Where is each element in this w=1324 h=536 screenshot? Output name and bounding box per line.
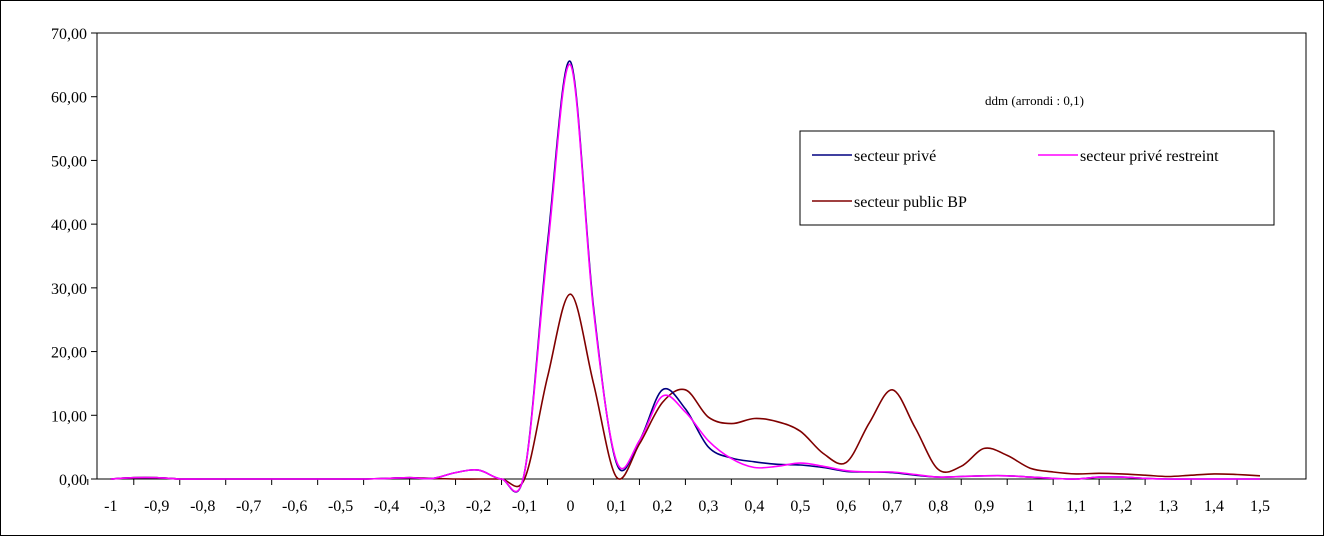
series-line-1	[110, 63, 1260, 493]
x-tick-label: 0,3	[698, 498, 718, 515]
x-tick-label: -0,1	[512, 498, 537, 515]
x-tick-label: -0,2	[466, 498, 491, 515]
x-tick-label: 0,4	[744, 498, 764, 515]
y-tick-label: 60,00	[51, 90, 87, 107]
x-tick-label: 0,1	[606, 498, 626, 515]
x-tick-label: 0,5	[790, 498, 810, 515]
y-tick-label: 50,00	[51, 153, 87, 170]
plot-area	[96, 32, 1307, 480]
y-tick-label: 0,00	[59, 472, 87, 489]
x-tick-label: 1,1	[1066, 498, 1086, 515]
x-tick-label: -0,5	[328, 498, 353, 515]
legend-label: secteur public BP	[854, 194, 967, 211]
x-tick-label: 1,2	[1112, 498, 1132, 515]
x-axis: -1 -0,9 -0,8 -0,7 -0,6 -0,5 -0,4 -0,3 -0,2 -0,1 0 0…	[87, 479, 1270, 515]
x-tick-label: 0,8	[928, 498, 948, 515]
x-tick-label: 1,3	[1158, 498, 1178, 515]
x-tick-label: -0,8	[190, 498, 215, 515]
x-tick-label: -0,4	[374, 498, 399, 515]
x-tick-label: 1,4	[1204, 498, 1224, 515]
x-tick-label: 0,7	[882, 498, 902, 515]
x-tick-label: 0	[566, 498, 574, 515]
y-tick-label: 20,00	[51, 345, 87, 362]
x-tick-label: 0,2	[652, 498, 672, 515]
x-tick-label: 1	[1026, 498, 1034, 515]
y-tick-label: 30,00	[51, 281, 87, 298]
x-tick-label: 1,5	[1250, 498, 1270, 515]
x-tick-label: 0,9	[974, 498, 994, 515]
y-tick-label: 10,00	[51, 408, 87, 425]
x-tick-label: -0,6	[282, 498, 307, 515]
y-tick-label: 40,00	[51, 217, 87, 234]
x-tick-label: -0,9	[144, 498, 169, 515]
legend-box	[799, 130, 1275, 226]
legend: secteur privé secteur privé restreint sect…	[799, 130, 1275, 226]
y-tick-label: 70,00	[51, 26, 87, 43]
chart-annotation: ddm (arrondi : 0,1)	[985, 93, 1084, 108]
legend-label: secteur privé	[854, 148, 936, 165]
legend-label: secteur privé restreint	[1080, 148, 1219, 165]
x-tick-label: 0,6	[836, 498, 856, 515]
y-axis: 0,00 10,00 20,00 30,00 40,00 50,00 60,00 70,00	[51, 26, 97, 489]
x-tick-label: -1	[104, 498, 117, 515]
series-lines	[110, 60, 1261, 493]
x-tick-label: -0,7	[236, 498, 261, 515]
x-tick-label: -0,3	[420, 498, 445, 515]
